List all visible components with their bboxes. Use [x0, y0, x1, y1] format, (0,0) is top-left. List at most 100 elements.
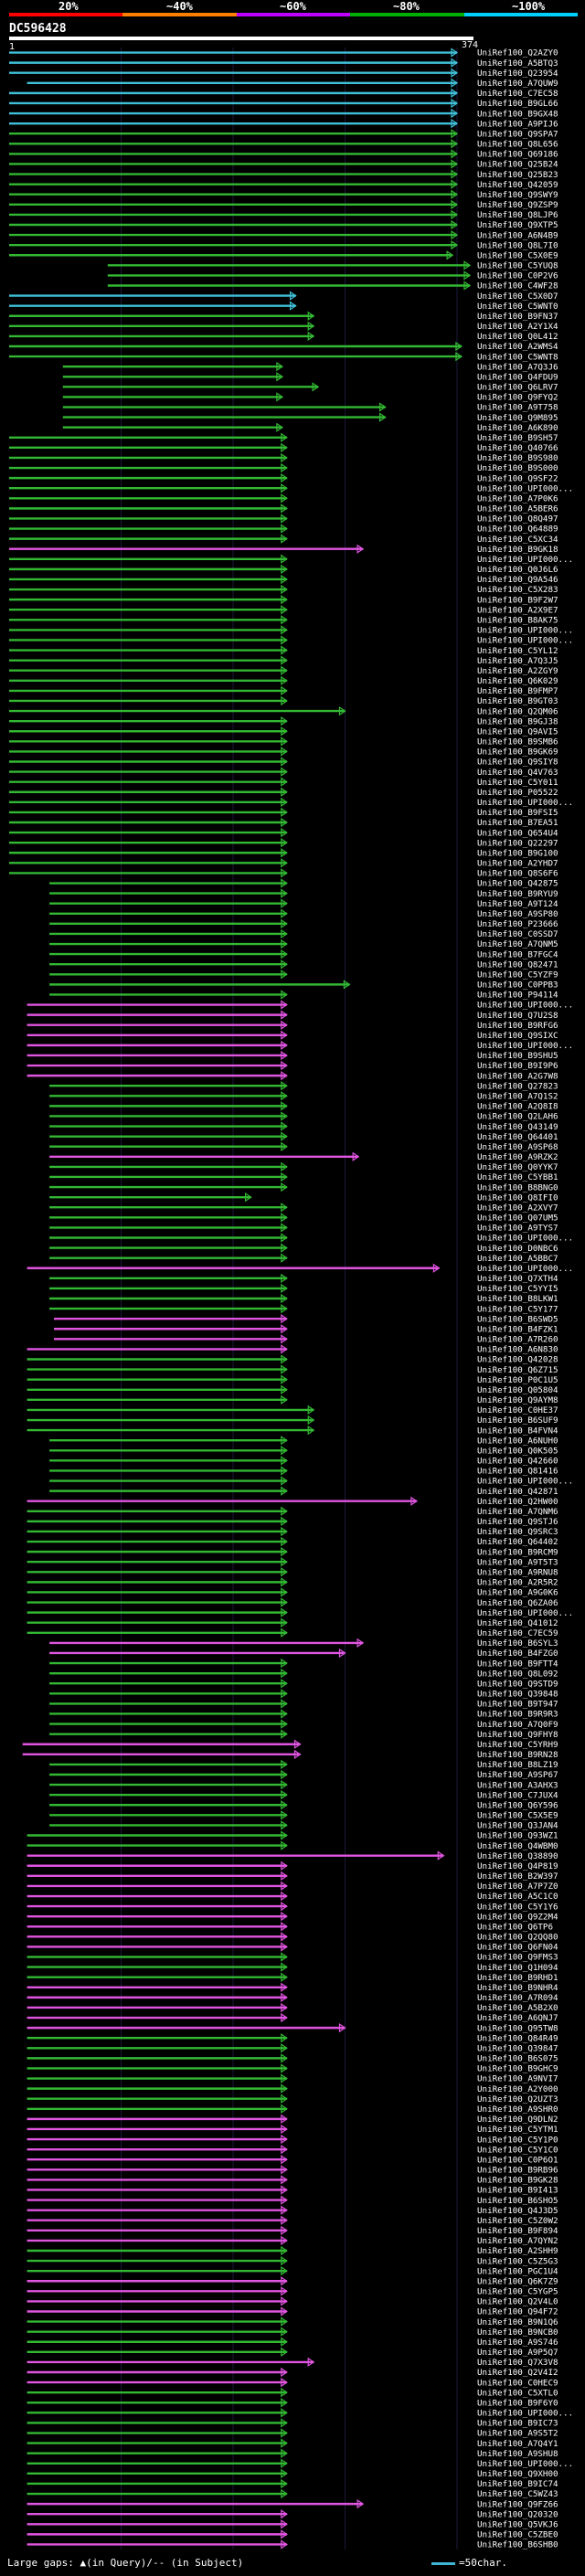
hit-label[interactable]: UniRef100_UPI000...	[477, 1234, 573, 1244]
hit-label[interactable]: UniRef100_Q4WBM0	[477, 1841, 558, 1851]
hit-label[interactable]: UniRef100_C5YUQ8	[477, 261, 558, 271]
hit-label[interactable]: UniRef100_C5YGP5	[477, 2287, 558, 2297]
hit-label[interactable]: UniRef100_A7QYN2	[477, 2236, 558, 2246]
hit-label[interactable]: UniRef100_A7P7Z0	[477, 1882, 558, 1892]
hit-label[interactable]: UniRef100_A9G0K6	[477, 1588, 558, 1598]
hit-label[interactable]: UniRef100_Q8IFI0	[477, 1193, 558, 1203]
hit-label[interactable]: UniRef100_A6N4B9	[477, 230, 558, 240]
hit-label[interactable]: UniRef100_A2R5R2	[477, 1578, 558, 1588]
hit-label[interactable]: UniRef100_B6SYL3	[477, 1638, 558, 1648]
hit-label[interactable]: UniRef100_Q23954	[477, 69, 558, 79]
hit-label[interactable]: UniRef100_A9S5T2	[477, 2429, 558, 2439]
hit-label[interactable]: UniRef100_C5Z5G3	[477, 2256, 558, 2266]
hit-label[interactable]: UniRef100_Q0L412	[477, 332, 558, 342]
hit-label[interactable]: UniRef100_C5WZ43	[477, 2489, 558, 2499]
hit-label[interactable]: UniRef100_Q9SWY9	[477, 190, 558, 200]
hit-label[interactable]: UniRef100_C5Z0W2	[477, 2216, 558, 2226]
hit-label[interactable]: UniRef100_Q9SPA7	[477, 129, 558, 139]
hit-label[interactable]: UniRef100_Q9A546	[477, 575, 558, 585]
hit-label[interactable]: UniRef100_C5YL12	[477, 646, 558, 656]
hit-label[interactable]: UniRef100_C5X0D7	[477, 292, 558, 302]
hit-label[interactable]: UniRef100_A9PIJ6	[477, 119, 558, 129]
hit-label[interactable]: UniRef100_B8LZ19	[477, 1760, 558, 1770]
hit-label[interactable]: UniRef100_Q2V4L0	[477, 2297, 558, 2307]
hit-label[interactable]: UniRef100_C5YTM1	[477, 2125, 558, 2135]
hit-label[interactable]: UniRef100_Q7U2S8	[477, 1011, 558, 1021]
hit-label[interactable]: UniRef100_A2YHD7	[477, 859, 558, 869]
hit-label[interactable]: UniRef100_C5WNT8	[477, 352, 558, 362]
hit-label[interactable]: UniRef100_B9F894	[477, 2226, 558, 2236]
hit-label[interactable]: UniRef100_Q43149	[477, 1122, 558, 1132]
hit-label[interactable]: UniRef100_Q94F72	[477, 2307, 558, 2317]
hit-label[interactable]: UniRef100_C5Y011	[477, 778, 558, 788]
hit-label[interactable]: UniRef100_Q6TP6	[477, 1922, 553, 1932]
hit-label[interactable]: UniRef100_C5ZBE0	[477, 2530, 558, 2540]
hit-label[interactable]: UniRef100_A6N830	[477, 1345, 558, 1355]
hit-label[interactable]: UniRef100_A7Q3J5	[477, 656, 558, 666]
hit-label[interactable]: UniRef100_C5YRH9	[477, 1740, 558, 1750]
hit-label[interactable]: UniRef100_A2XVY7	[477, 1203, 558, 1213]
hit-label[interactable]: UniRef100_B9R9R3	[477, 1710, 558, 1720]
hit-label[interactable]: UniRef100_A5BER6	[477, 504, 558, 514]
hit-label[interactable]: UniRef100_Q2HW00	[477, 1497, 558, 1507]
hit-label[interactable]: UniRef100_B7FGC4	[477, 949, 558, 959]
hit-label[interactable]: UniRef100_B7EA51	[477, 818, 558, 828]
hit-label[interactable]: UniRef100_P94114	[477, 991, 558, 1001]
hit-label[interactable]: UniRef100_B9I9P6	[477, 1061, 558, 1071]
hit-label[interactable]: UniRef100_B9N1Q6	[477, 2317, 558, 2327]
hit-label[interactable]: UniRef100_A7QNM5	[477, 939, 558, 949]
hit-label[interactable]: UniRef100_A7R094	[477, 1993, 558, 2003]
hit-label[interactable]: UniRef100_Q1H094	[477, 1963, 558, 1973]
hit-label[interactable]: UniRef100_B9GJ38	[477, 716, 558, 726]
hit-label[interactable]: UniRef100_PGC1U4	[477, 2266, 558, 2276]
hit-label[interactable]: UniRef100_Q9Z2M4	[477, 1912, 558, 1922]
hit-label[interactable]: UniRef100_C5WNT0	[477, 302, 558, 312]
hit-label[interactable]: UniRef100_C5YBB1	[477, 1172, 558, 1182]
hit-label[interactable]: UniRef100_Q25B24	[477, 160, 558, 170]
hit-label[interactable]: UniRef100_B9G100	[477, 848, 558, 858]
hit-label[interactable]: UniRef100_Q42028	[477, 1355, 558, 1365]
hit-label[interactable]: UniRef100_B9RHD1	[477, 1973, 558, 1983]
hit-label[interactable]: UniRef100_Q2QM06	[477, 706, 558, 716]
hit-label[interactable]: UniRef100_Q0K505	[477, 1446, 558, 1456]
hit-label[interactable]: UniRef100_UPI000...	[477, 626, 573, 636]
hit-label[interactable]: UniRef100_B9F6Y0	[477, 2398, 558, 2408]
hit-label[interactable]: UniRef100_A9SHR0	[477, 2104, 558, 2115]
hit-label[interactable]: UniRef100_A6K890	[477, 423, 558, 433]
hit-label[interactable]: UniRef100_Q7X3V8	[477, 2358, 558, 2368]
hit-label[interactable]: UniRef100_B9IC73	[477, 2419, 558, 2429]
hit-label[interactable]: UniRef100_Q39848	[477, 1690, 558, 1700]
hit-label[interactable]: UniRef100_C7EC59	[477, 1628, 558, 1638]
hit-label[interactable]: UniRef100_B9GX48	[477, 109, 558, 119]
hit-label[interactable]: UniRef100_B6SUF9	[477, 1415, 558, 1426]
hit-label[interactable]: UniRef100_A7R260	[477, 1335, 558, 1345]
hit-label[interactable]: UniRef100_A2X9E7	[477, 605, 558, 615]
hit-label[interactable]: UniRef100_A7Q3J6	[477, 362, 558, 372]
hit-label[interactable]: UniRef100_Q8L656	[477, 140, 558, 150]
hit-label[interactable]: UniRef100_A9RNU8	[477, 1567, 558, 1577]
hit-label[interactable]: UniRef100_UPI000...	[477, 2459, 573, 2469]
hit-label[interactable]: UniRef100_Q40766	[477, 443, 558, 453]
hit-label[interactable]: UniRef100_B9NCB0	[477, 2327, 558, 2337]
hit-label[interactable]: UniRef100_A2Q8I8	[477, 1102, 558, 1112]
hit-label[interactable]: UniRef100_Q0J6L6	[477, 565, 558, 575]
hit-label[interactable]: UniRef100_C5XC34	[477, 535, 558, 545]
hit-label[interactable]: UniRef100_B6SHO5	[477, 2196, 558, 2206]
hit-label[interactable]: UniRef100_B2W397	[477, 1871, 558, 1882]
hit-label[interactable]: UniRef100_Q05804	[477, 1385, 558, 1395]
hit-label[interactable]: UniRef100_Q4P819	[477, 1861, 558, 1871]
hit-label[interactable]: UniRef100_Q07UM5	[477, 1214, 558, 1224]
hit-label[interactable]: UniRef100_B9FN37	[477, 312, 558, 322]
hit-label[interactable]: UniRef100_Q9AYM8	[477, 1395, 558, 1405]
hit-label[interactable]: UniRef100_B6SHB0	[477, 2540, 558, 2550]
hit-label[interactable]: UniRef100_Q6ZA06	[477, 1598, 558, 1608]
hit-label[interactable]: UniRef100_UPI000...	[477, 1608, 573, 1618]
hit-label[interactable]: UniRef100_A2Y1X4	[477, 322, 558, 332]
hit-label[interactable]: UniRef100_Q8L7I0	[477, 240, 558, 250]
hit-label[interactable]: UniRef100_B6SWD5	[477, 1314, 558, 1324]
hit-label[interactable]: UniRef100_A9NVI7	[477, 2074, 558, 2084]
hit-label[interactable]: UniRef100_UPI000...	[477, 1477, 573, 1487]
hit-label[interactable]: UniRef100_A2Y000	[477, 2084, 558, 2094]
hit-label[interactable]: UniRef100_Q8S6F6	[477, 869, 558, 879]
hit-label[interactable]: UniRef100_A2ZGY9	[477, 666, 558, 676]
